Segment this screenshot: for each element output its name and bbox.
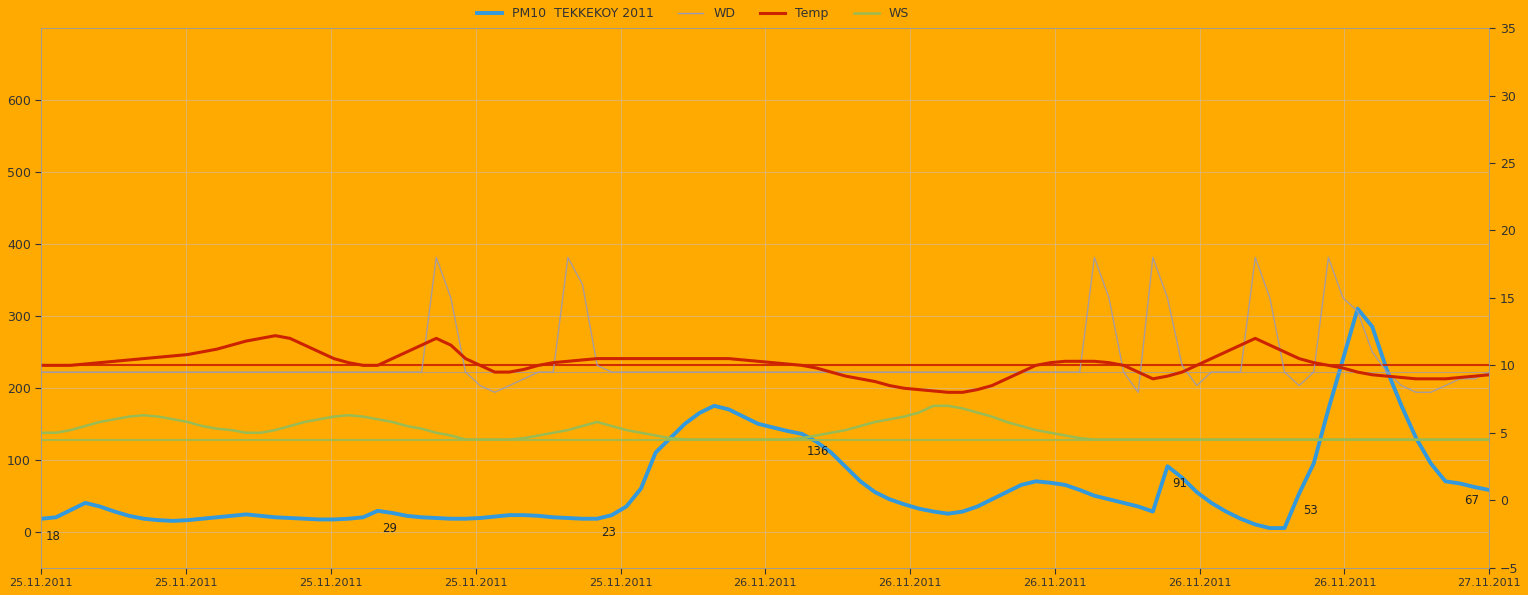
Legend: PM10  TEKKEKOY 2011, WD, Temp, WS: PM10 TEKKEKOY 2011, WD, Temp, WS xyxy=(472,2,914,25)
Text: 29: 29 xyxy=(382,522,397,534)
Text: 136: 136 xyxy=(807,444,828,458)
Text: 53: 53 xyxy=(1303,505,1319,517)
Text: 67: 67 xyxy=(1464,494,1479,508)
Text: 91: 91 xyxy=(1172,477,1187,490)
Text: 23: 23 xyxy=(602,526,616,539)
Text: 18: 18 xyxy=(46,530,61,543)
